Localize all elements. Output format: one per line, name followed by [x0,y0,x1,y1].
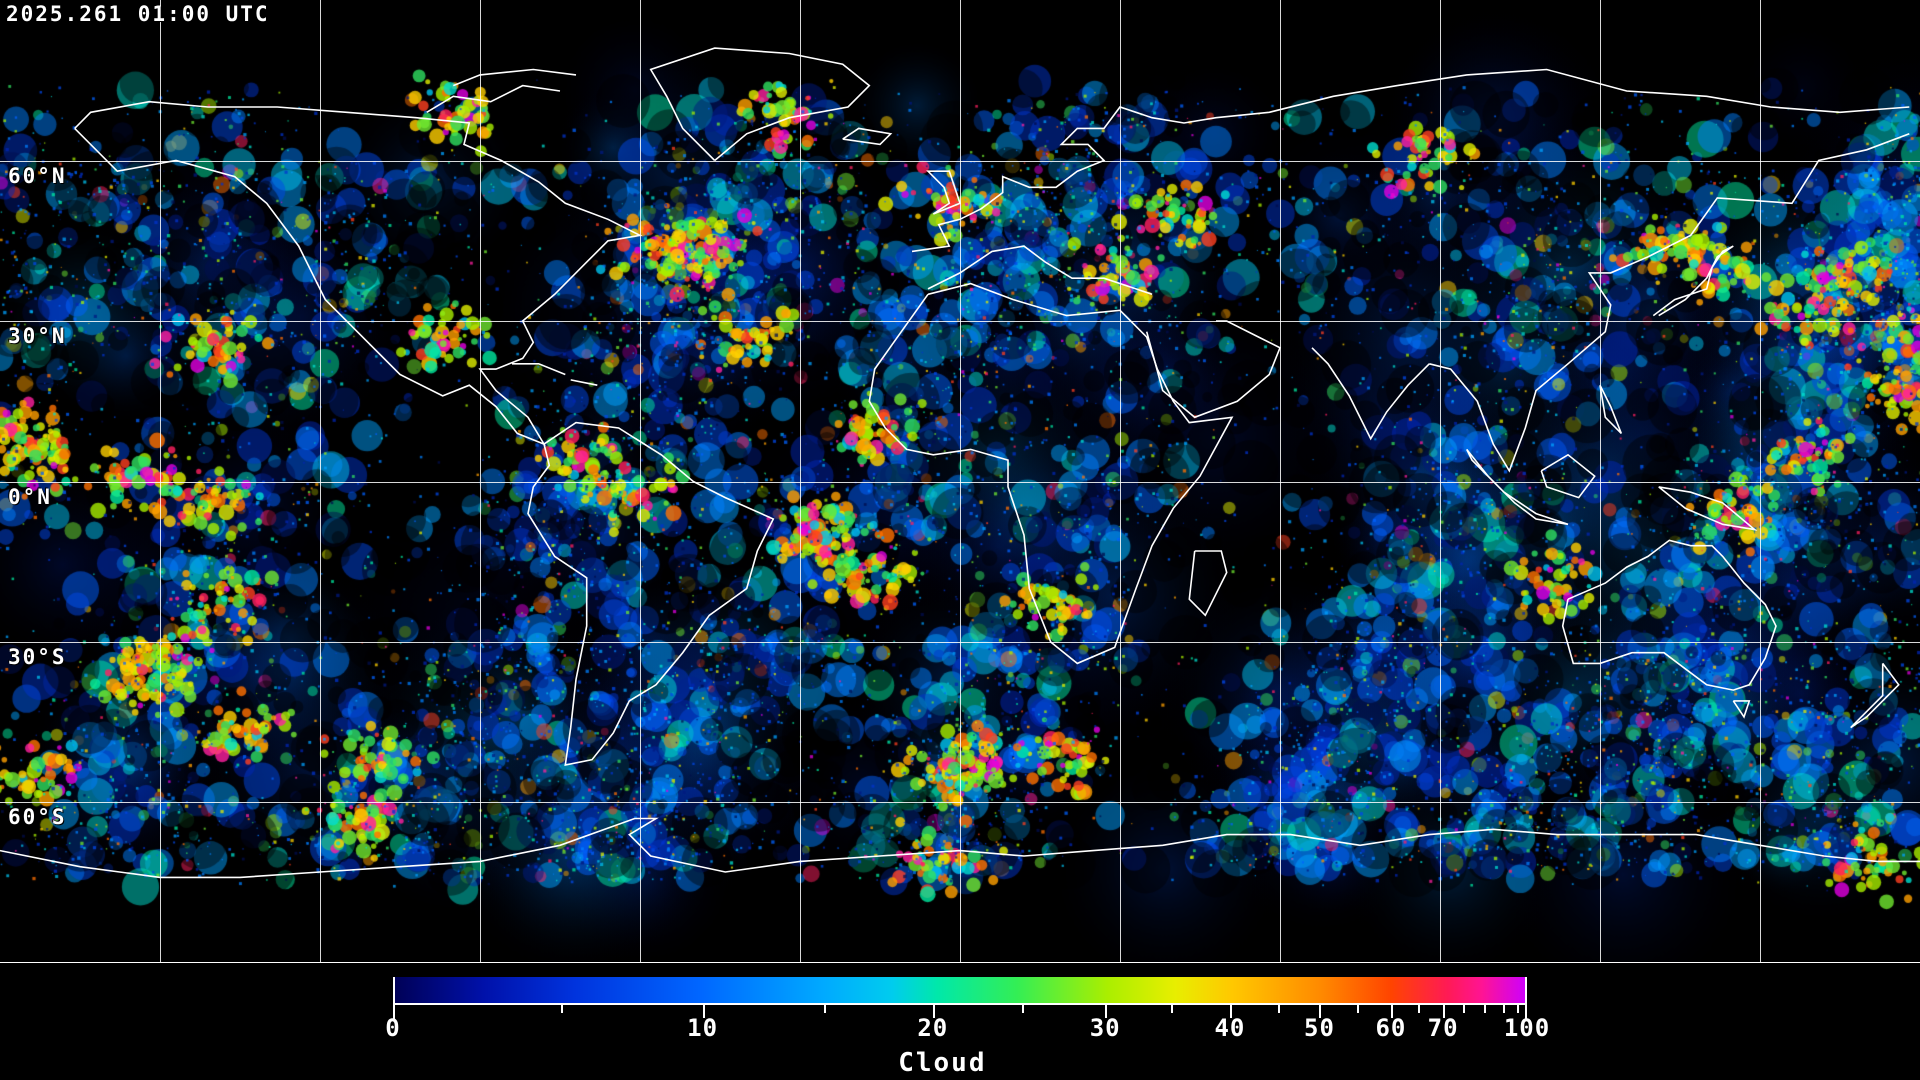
colorbar-tick-label: 100 [1503,1014,1551,1042]
graticule-longitude-line [1440,0,1441,963]
graticule-longitude-line [1600,0,1601,963]
colorbar-tick-label: 40 [1214,1014,1246,1042]
colorbar-minor-tick [1463,1005,1466,1013]
graticule-longitude-line [960,0,961,963]
coastline-uk [926,170,961,215]
latitude-label: 60°N [8,164,67,188]
colorbar-major-tick [1105,1005,1108,1018]
colorbar-minor-tick [1418,1005,1421,1013]
graticule-latitude-line [0,161,1920,162]
colorbar-major-tick [1319,1005,1322,1018]
coastline-arabia [1145,320,1282,419]
colorbar-title: Cloud Optical Depth [898,1048,1020,1080]
colorbar-minor-tick [560,1005,563,1013]
colorbar-major-tick [1443,1005,1446,1018]
colorbar-minor-tick [823,1005,826,1013]
graticule-longitude-line [1280,0,1281,963]
colorbar-minor-tick [1170,1005,1173,1013]
latitude-label: 30°N [8,324,67,348]
coastline-australia [1561,539,1777,691]
graticule-latitude-line [0,642,1920,643]
coastline-sumatra_java [1465,448,1569,526]
map-bottom-border [0,962,1920,963]
colorbar-tick-label: 0 [385,1014,401,1042]
colorbar-minor-tick [1356,1005,1359,1013]
colorbar-minor-tick [1022,1005,1025,1013]
colorbar-major-tick [1390,1005,1393,1018]
colorbar-major-tick [1525,977,1527,1019]
graticule-longitude-line [320,0,321,963]
coastline-africa [868,282,1234,665]
colorbar-tick-label: 30 [1089,1014,1121,1042]
timestamp-label: 2025.261 01:00 UTC [6,2,270,26]
coastline-mediterranean [927,245,1153,296]
coastline-eurasia_north [911,68,1910,253]
colorbar-tick-label: 50 [1304,1014,1335,1042]
coastline-northamerica [74,100,643,446]
coastline-asia_east [1429,133,1910,473]
graticule-longitude-line [640,0,641,963]
colorbar-major-tick [702,1005,705,1018]
colorbar-minor-tick [1516,1005,1519,1013]
coastline-greenland [649,47,871,162]
colorbar-tick-label: 10 [687,1014,719,1042]
colorbar-major-tick [393,977,395,1019]
coastline-madagascar [1188,550,1228,617]
latitude-label: 30°S [8,645,67,669]
graticule-latitude-line [0,321,1920,322]
graticule-longitude-line [160,0,161,963]
graticule-longitude-line [800,0,801,963]
coastline-new_zealand [1850,662,1900,729]
coastline-borneo [1540,453,1596,499]
graticule-longitude-line [480,0,481,963]
coastline-iceland [842,127,893,146]
coastline-tasmania [1732,700,1751,719]
colorbar-gradient [393,977,1527,1005]
world-map: 60°N 30°N 0°N 30°S 60°S 2025.261 01:00 UTC [0,0,1920,963]
coastline-india [1311,347,1430,441]
coastline-arctic_isl_2 [453,68,577,87]
colorbar-major-tick [932,1005,935,1018]
colorbar-minor-tick [1483,1005,1486,1013]
coastline-cuba [512,362,566,376]
colorbar-minor-tick [1277,1005,1280,1013]
coastline-southamerica [527,421,775,767]
graticule-latitude-line [0,802,1920,803]
graticule-longitude-line [1760,0,1761,963]
coastline-japan [1652,245,1734,317]
latitude-label: 60°S [8,805,67,829]
colorbar-tick-label: 70 [1427,1014,1459,1042]
colorbar-major-tick [1229,1005,1232,1018]
coastline-hispaniola [570,379,598,386]
colorbar-tick-label: 60 [1375,1014,1407,1042]
graticule-longitude-line [1120,0,1121,963]
coastline-arctic_isl_1 [426,84,561,113]
coastline-new_guinea [1658,486,1758,531]
latitude-label: 0°N [8,485,52,509]
colorbar-minor-tick [1503,1005,1506,1013]
graticule-latitude-line [0,482,1920,483]
coastline-philippines [1599,384,1623,434]
colorbar-tick-label: 20 [917,1014,949,1042]
